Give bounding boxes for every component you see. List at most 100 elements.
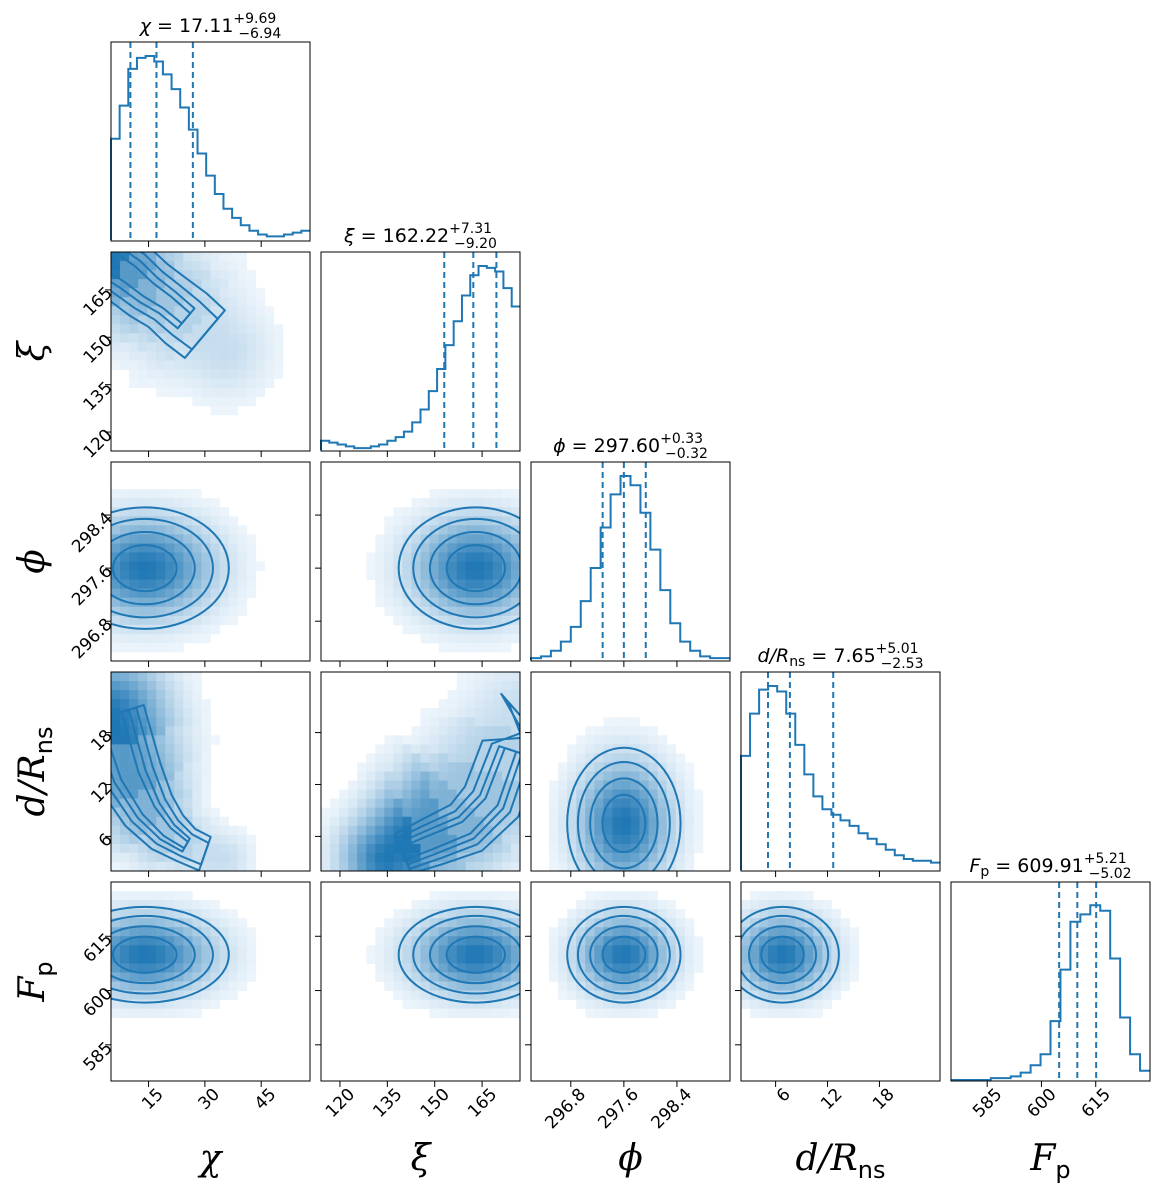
density-cell	[192, 834, 202, 845]
density-cell	[147, 936, 157, 946]
density-cell	[111, 624, 121, 635]
density-cell	[210, 990, 220, 1000]
density-cell	[219, 387, 229, 398]
density-cell	[420, 708, 430, 718]
density-cell	[246, 552, 257, 562]
density-cell	[483, 981, 494, 991]
density-cell	[483, 891, 494, 901]
density-cell	[120, 726, 130, 736]
density-cell	[138, 963, 148, 973]
density-cell	[183, 852, 193, 863]
density-cell	[474, 825, 485, 836]
density-cell	[666, 909, 677, 919]
density-cell	[366, 780, 376, 790]
density-cell	[666, 825, 677, 836]
density-cell	[465, 927, 476, 937]
density-cell	[777, 981, 787, 991]
density-cell	[438, 708, 449, 718]
density-cell	[675, 762, 686, 772]
density-cell	[357, 798, 367, 809]
density-cell	[465, 762, 476, 772]
density-cell	[639, 816, 649, 827]
density-cell	[129, 954, 139, 964]
density-cell	[237, 279, 248, 289]
density-cell	[456, 807, 467, 818]
density-cell	[759, 999, 769, 1010]
density-cell	[777, 972, 787, 982]
density-cell	[603, 762, 613, 772]
density-cell	[210, 342, 220, 352]
density-cell	[465, 990, 476, 1000]
density-cell	[576, 909, 586, 919]
density-cell	[402, 909, 412, 919]
density-cell	[120, 270, 130, 280]
density-cell	[402, 624, 412, 635]
density-cell	[384, 963, 394, 973]
density-cell	[786, 999, 796, 1010]
contour-level-1	[111, 531, 196, 606]
density-cell	[255, 360, 266, 370]
density-cell	[393, 588, 403, 599]
density-cell	[156, 744, 166, 754]
density-cell	[192, 351, 202, 361]
density-cell	[174, 918, 184, 928]
density-cell	[120, 834, 130, 845]
density-cell	[165, 954, 175, 964]
density-cell	[219, 597, 229, 608]
density-cell	[384, 516, 394, 526]
density-cell	[465, 735, 476, 745]
density-cell	[156, 570, 166, 580]
density-cell	[558, 981, 568, 991]
density-cell	[147, 270, 157, 280]
density-cell	[456, 615, 467, 626]
density-cell	[111, 999, 121, 1010]
density-cell	[129, 816, 139, 827]
density-cell	[375, 588, 385, 599]
density-cell	[666, 990, 677, 1000]
density-cell	[165, 306, 175, 316]
density-cell	[558, 936, 568, 946]
density-cell	[366, 816, 376, 827]
density-cell	[402, 753, 412, 763]
density-cell	[192, 681, 202, 691]
density-cell	[246, 945, 257, 955]
density-cell	[567, 834, 577, 845]
density-cell	[558, 843, 568, 854]
density-cell	[510, 834, 520, 845]
density-cell	[438, 561, 449, 571]
density-cell	[585, 789, 595, 800]
density-cell	[567, 798, 577, 809]
density-cell	[411, 789, 421, 800]
density-cell	[759, 990, 769, 1000]
density-cell	[510, 579, 520, 590]
density-cell	[612, 954, 622, 964]
density-cell	[657, 990, 668, 1000]
density-cell	[648, 972, 659, 982]
density-cell	[429, 624, 439, 635]
density-cell	[138, 1008, 148, 1019]
density-cell	[483, 780, 494, 790]
density-cell	[657, 861, 668, 871]
density-cell	[630, 918, 640, 928]
density-cell	[129, 270, 139, 280]
contour-level-3	[393, 692, 520, 871]
density-cell	[648, 789, 659, 800]
density-cell	[138, 972, 148, 982]
density-cell	[129, 642, 139, 653]
density-cell	[138, 633, 148, 644]
density-cell	[192, 297, 202, 307]
density-cell	[255, 342, 266, 352]
density-cell	[129, 324, 139, 334]
density-cell	[183, 588, 193, 599]
density-cell	[693, 798, 704, 809]
density-cell	[174, 825, 184, 836]
density-cell	[411, 615, 421, 626]
density-cell	[210, 588, 220, 599]
frames-layer	[105, 41, 1151, 1087]
density-cell	[630, 816, 640, 827]
density-cell	[210, 405, 220, 416]
density-cell	[510, 588, 520, 599]
density-cell	[438, 543, 449, 553]
density-Fp-vs-phi	[549, 891, 704, 1019]
density-cell	[192, 270, 202, 280]
